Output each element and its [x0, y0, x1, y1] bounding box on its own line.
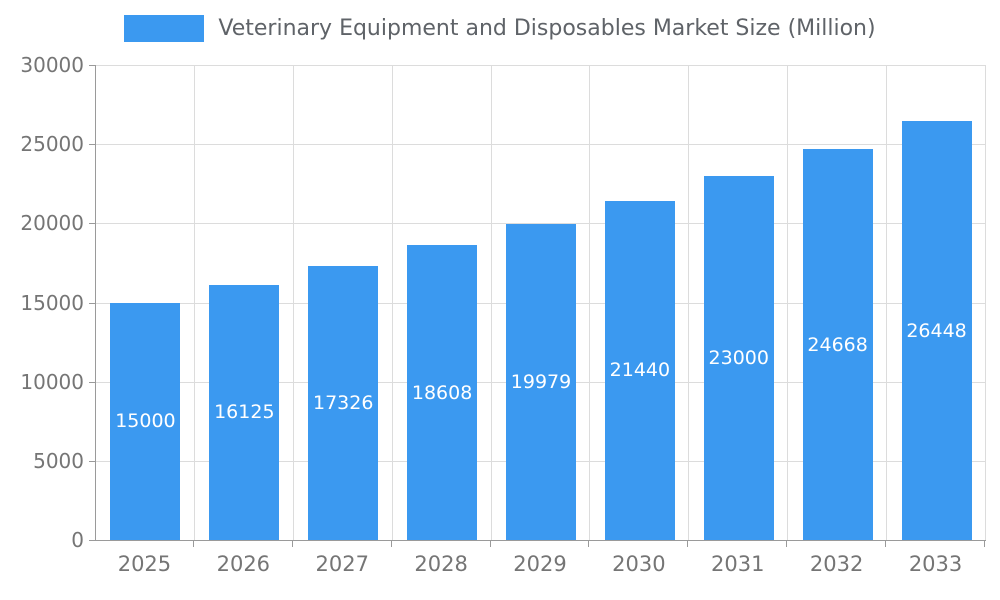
- x-tick-label-2025: 2025: [117, 552, 172, 576]
- y-tick-label: 10000: [20, 369, 84, 394]
- gridline-vertical: [985, 65, 986, 540]
- y-tick-mark: [89, 302, 95, 304]
- bar-2026: 16125: [209, 284, 280, 540]
- y-tick-mark: [89, 460, 95, 462]
- plot-area: 15000 16125 17326 18608 19979 21440 23000 24668…: [95, 65, 986, 541]
- bar-2030: 21440: [604, 200, 675, 540]
- x-tick-mark: [885, 541, 887, 547]
- y-tick-label: 5000: [33, 448, 84, 473]
- x-tick-label-2031: 2031: [711, 552, 765, 576]
- x-tick-label-2028: 2028: [414, 552, 468, 576]
- chart-legend[interactable]: Veterinary Equipment and Disposables Mar…: [0, 12, 1000, 44]
- y-tick-label: 30000: [20, 53, 84, 77]
- x-tick-mark: [291, 541, 293, 547]
- x-tick-mark: [588, 541, 590, 547]
- y-tick-mark: [89, 540, 95, 541]
- x-axis: 2025 2026 2027 2028 2029 2030 2031 2032 2033: [95, 552, 985, 582]
- gridline-vertical: [886, 65, 888, 540]
- y-tick-mark: [89, 381, 95, 383]
- x-tick-mark: [786, 541, 788, 547]
- bar-2029: 19979: [506, 223, 576, 540]
- bar-value-label: 19979: [510, 370, 572, 393]
- bar-2028: 18608: [407, 245, 478, 540]
- x-tick-label-2029: 2029: [513, 552, 567, 576]
- gridline-horizontal: [96, 144, 986, 146]
- x-tick-label-2030: 2030: [612, 552, 666, 576]
- y-axis: 0 5000 10000 15000 20000 25000 30000: [0, 53, 84, 552]
- x-tick-label-2026: 2026: [216, 552, 271, 576]
- x-tick-mark: [192, 541, 194, 547]
- gridline-vertical: [490, 65, 492, 540]
- y-tick-label: 20000: [20, 211, 84, 236]
- x-tick-mark: [984, 541, 985, 547]
- x-tick-label-2032: 2032: [809, 552, 864, 576]
- x-tick-mark: [489, 541, 491, 547]
- y-tick-mark: [89, 65, 95, 66]
- y-tick-label: 15000: [20, 290, 84, 315]
- y-tick-mark: [89, 144, 95, 146]
- x-tick-label-2027: 2027: [315, 552, 369, 576]
- y-tick-label: 0: [71, 528, 84, 552]
- chart-title: Veterinary Equipment and Disposables Mar…: [218, 15, 876, 41]
- gridline-vertical: [391, 65, 393, 540]
- bar-value-label: 18608: [411, 381, 473, 404]
- bar-2025: 15000: [110, 302, 181, 540]
- x-tick-label-2033: 2033: [908, 552, 963, 576]
- gridline-vertical: [292, 65, 294, 540]
- bar-value-label: 26448: [906, 319, 967, 342]
- bar-value-label: 16125: [214, 401, 275, 424]
- gridline-vertical: [688, 65, 690, 540]
- gridline-vertical: [589, 65, 591, 540]
- bar-value-label: 17326: [312, 391, 374, 414]
- bar-2032: 24668: [802, 149, 873, 540]
- bar-value-label: 21440: [609, 359, 671, 382]
- x-tick-mark: [390, 541, 392, 547]
- gridline-vertical: [787, 65, 789, 540]
- bar-value-label: 23000: [708, 346, 769, 369]
- bar-2031: 23000: [703, 175, 774, 540]
- gridline-vertical: [193, 65, 195, 540]
- y-tick-label: 25000: [20, 132, 84, 157]
- bar-2033: 26448: [901, 121, 972, 540]
- y-tick-mark: [89, 223, 95, 225]
- bar-value-label: 24668: [807, 333, 868, 356]
- bar-2027: 17326: [308, 265, 379, 540]
- x-tick-mark: [687, 541, 689, 547]
- gridline-horizontal: [96, 65, 986, 66]
- legend-swatch: [124, 14, 205, 42]
- bar-value-label: 15000: [115, 410, 176, 433]
